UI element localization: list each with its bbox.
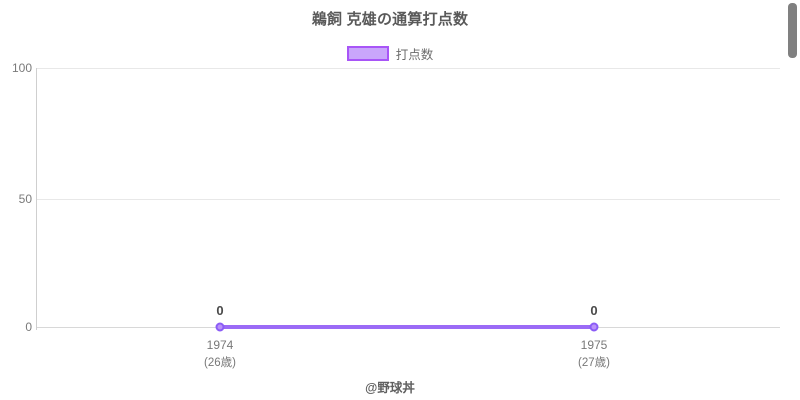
- legend-item-label: 打点数: [395, 48, 434, 62]
- x-tick-1974-year: 1974: [206, 338, 234, 352]
- x-tick-1974: 1974 (26歳): [204, 336, 236, 372]
- y-tick-100-label: 100: [11, 61, 32, 75]
- data-point-marker-1974[interactable]: [215, 322, 225, 332]
- legend-item-rbi[interactable]: 打点数: [346, 44, 434, 63]
- chart-legend: 打点数: [0, 44, 780, 63]
- legend-swatch-icon: [346, 46, 389, 61]
- x-tick-1974-age: (26歳): [204, 357, 236, 369]
- chart-title: 鵜飼 克雄の通算打点数: [311, 11, 469, 28]
- y-tick-50-label: 50: [18, 192, 32, 206]
- x-tick-1975: 1975 (27歳): [578, 336, 610, 372]
- chart-caption: @野球丼: [365, 381, 415, 395]
- data-point-value-1975: 0: [590, 303, 598, 318]
- x-tick-1975-year: 1975: [580, 338, 608, 352]
- vertical-scrollbar[interactable]: [785, 0, 800, 400]
- data-point-value-1974: 0: [216, 303, 224, 318]
- gridline-100: [36, 68, 780, 69]
- y-axis-line: [36, 68, 37, 330]
- data-point-marker-1975[interactable]: [589, 322, 599, 332]
- x-tick-1975-age: (27歳): [578, 357, 610, 369]
- series-line-rbi: [220, 325, 594, 329]
- y-tick-0-label: 0: [25, 320, 32, 334]
- gridline-50: [36, 199, 780, 200]
- scrollbar-thumb[interactable]: [788, 3, 797, 58]
